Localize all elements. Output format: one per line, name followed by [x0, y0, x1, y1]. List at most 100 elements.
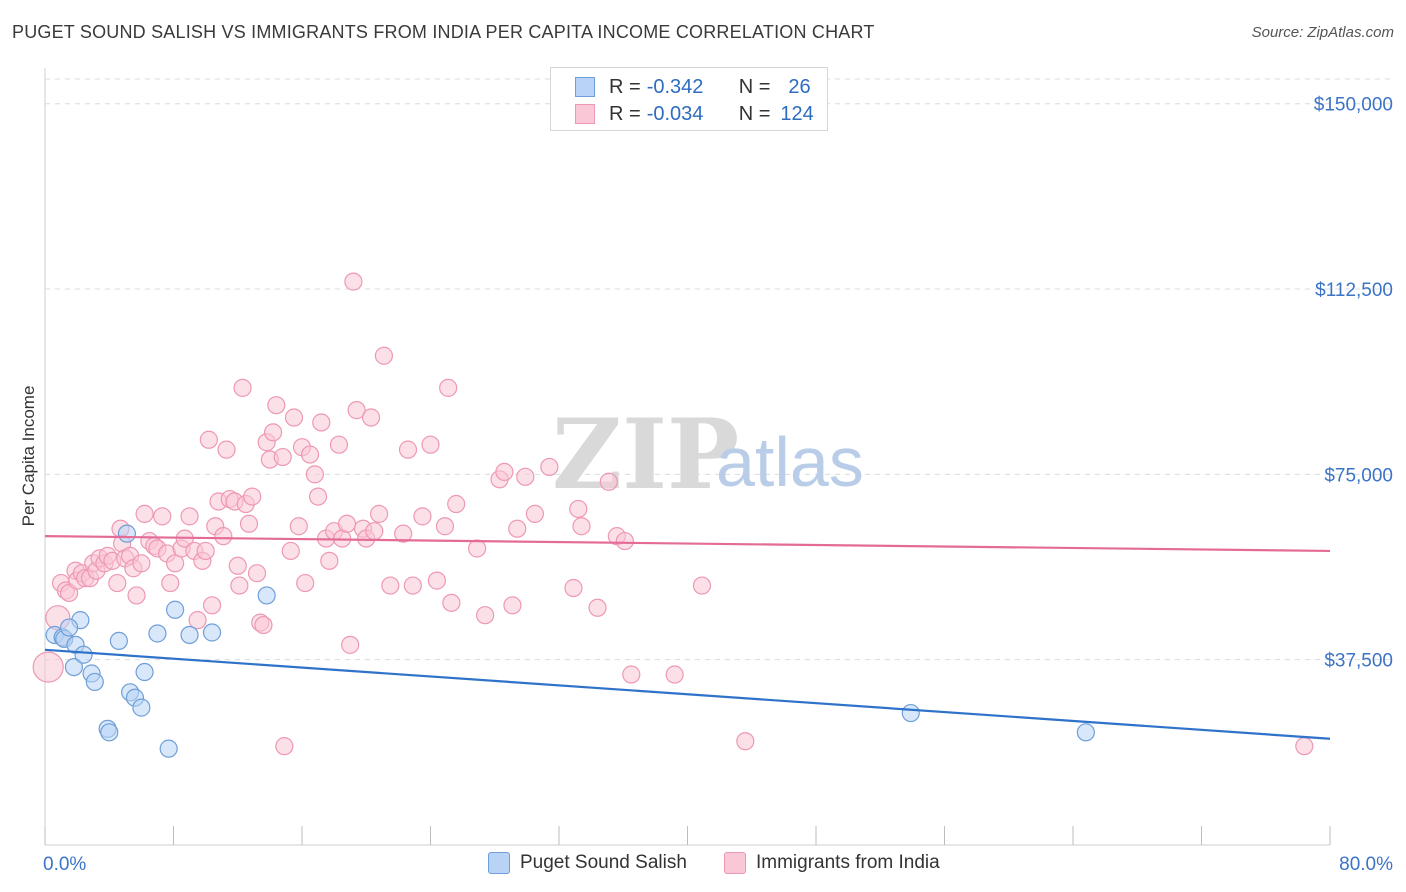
- data-point: [312, 413, 331, 432]
- data-point: [540, 457, 559, 477]
- data-point: [202, 623, 222, 642]
- data-point: [435, 517, 455, 536]
- source-attribution: Source: ZipAtlas.com: [1252, 24, 1394, 41]
- data-point: [370, 504, 389, 523]
- data-point: [398, 440, 418, 459]
- data-point: [166, 600, 185, 619]
- data-point: [180, 507, 199, 526]
- legend-n-label: N =: [738, 102, 771, 125]
- data-point: [447, 494, 466, 514]
- data-point: [374, 346, 394, 365]
- data-point: [135, 504, 154, 523]
- data-point: [254, 615, 273, 635]
- watermark-zip: ZIP: [552, 398, 739, 511]
- bottom-legend-swatch-pink: [724, 852, 746, 874]
- data-point: [569, 499, 588, 519]
- data-point: [1295, 737, 1314, 756]
- data-point: [572, 517, 591, 536]
- data-point: [188, 611, 207, 630]
- data-point: [341, 635, 360, 654]
- data-point: [615, 531, 634, 551]
- data-point: [135, 662, 154, 682]
- legend-r-label: R =: [609, 75, 641, 98]
- trendlines: [44, 535, 1331, 740]
- data-point: [361, 408, 381, 427]
- data-point: [427, 571, 447, 590]
- data-point: [508, 519, 527, 538]
- y-tick-labels: $37,500 $75,000 $112,500 $150,000: [1314, 95, 1393, 672]
- data-point: [153, 507, 172, 526]
- watermark-atlas: atlas: [716, 423, 864, 501]
- data-point: [161, 573, 180, 593]
- data-point: [476, 606, 495, 625]
- x-tick-label: 80.0%: [1339, 854, 1393, 875]
- trendline-immigrants-from-india: [44, 535, 1331, 553]
- correlation-legend: R = -0.342 N = 26 R = -0.034 N = 124: [550, 67, 828, 131]
- axes: [44, 68, 1331, 846]
- data-point: [64, 657, 84, 677]
- data-point: [381, 576, 400, 595]
- legend-r-label: R =: [609, 102, 641, 125]
- data-point: [239, 514, 259, 533]
- legend-swatch-pink: [575, 104, 595, 124]
- data-point: [1076, 723, 1095, 742]
- data-point: [132, 554, 151, 573]
- data-point: [439, 378, 458, 397]
- data-point: [74, 645, 93, 664]
- data-point: [159, 739, 178, 758]
- data-point: [665, 665, 684, 684]
- data-point: [413, 507, 432, 526]
- data-point: [622, 665, 641, 684]
- legend-n-value: 26: [788, 75, 811, 98]
- data-point: [132, 698, 151, 717]
- data-point: [228, 556, 247, 575]
- data-point: [901, 703, 920, 723]
- data-point: [127, 586, 146, 605]
- legend-r-value: -0.034: [646, 102, 704, 125]
- data-point: [85, 672, 104, 692]
- data-point: [329, 435, 349, 454]
- x-tick-labels: 0.0% 80.0%: [43, 854, 1393, 875]
- data-point: [100, 723, 119, 742]
- data-point: [503, 596, 522, 615]
- data-point: [337, 514, 357, 533]
- data-point: [525, 504, 545, 523]
- data-point: [394, 524, 413, 543]
- gridlines: [45, 78, 1392, 661]
- source-value[interactable]: ZipAtlas.com: [1307, 24, 1394, 41]
- data-point: [233, 378, 252, 397]
- data-point: [421, 435, 440, 454]
- data-point: [217, 440, 236, 459]
- y-axis-title: Per Capita Income: [19, 386, 38, 527]
- data-point: [289, 517, 308, 536]
- data-point: [564, 578, 583, 598]
- data-point: [588, 598, 607, 617]
- data-point: [109, 631, 128, 650]
- data-point: [296, 573, 315, 593]
- data-point: [365, 522, 384, 541]
- legend-n-value: 124: [780, 102, 814, 125]
- y-tick-label: $112,500: [1315, 280, 1393, 301]
- data-point: [32, 651, 64, 683]
- data-point: [202, 596, 222, 615]
- data-point: [692, 576, 712, 595]
- legend-swatch-blue: [575, 77, 595, 97]
- data-point: [267, 396, 286, 415]
- data-point: [320, 551, 339, 570]
- legend-row-immigrants-from-india: R = -0.034 N = 124: [575, 101, 814, 127]
- data-point: [257, 586, 276, 605]
- data-point: [347, 401, 366, 420]
- bottom-legend-label: Puget Sound Salish: [520, 852, 687, 873]
- y-tick-label: $75,000: [1324, 465, 1393, 486]
- bottom-legend-puget-sound-salish[interactable]: Puget Sound Salish: [488, 852, 687, 874]
- data-point: [300, 445, 320, 464]
- data-point: [305, 465, 324, 484]
- chart-title: PUGET SOUND SALISH VS IMMIGRANTS FROM IN…: [12, 22, 875, 42]
- data-point: [516, 467, 535, 486]
- bottom-legend-label: Immigrants from India: [756, 852, 940, 873]
- x-tick-label: 0.0%: [43, 854, 86, 875]
- watermark: ZIP atlas: [552, 398, 864, 511]
- bottom-legend-immigrants-from-india[interactable]: Immigrants from India: [724, 852, 940, 874]
- legend-r-value: -0.342: [646, 75, 704, 98]
- data-point: [214, 527, 233, 546]
